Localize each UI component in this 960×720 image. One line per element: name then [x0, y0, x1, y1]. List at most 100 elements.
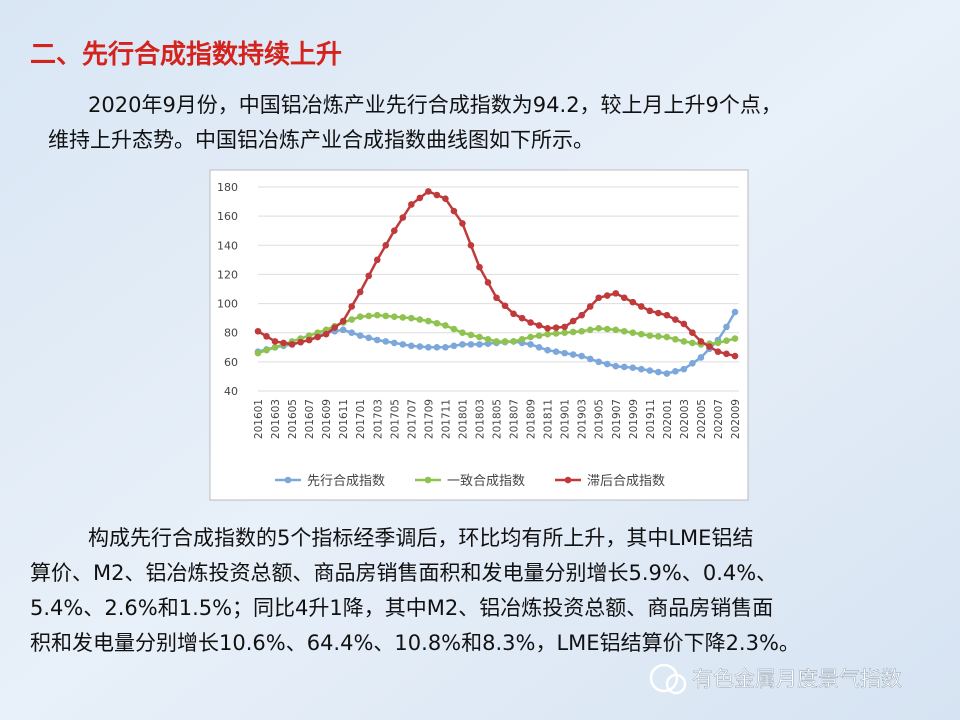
data-point	[484, 335, 492, 343]
data-point	[459, 329, 466, 337]
x-tick-label: 201707	[406, 399, 418, 439]
x-tick-label: 201607	[304, 399, 316, 439]
data-point	[390, 227, 398, 235]
data-point	[399, 314, 407, 321]
x-tick-label: 201711	[440, 399, 452, 439]
data-point	[450, 325, 458, 333]
x-tick-label: 201907	[611, 399, 623, 439]
legend-label: 滞后合成指数	[587, 474, 665, 489]
watermark: 有色金属月度景气指数	[649, 663, 902, 695]
data-point	[672, 368, 679, 375]
data-point	[578, 352, 585, 360]
data-point	[280, 339, 287, 347]
data-point	[339, 326, 347, 334]
data-point	[535, 343, 543, 351]
y-tick-label: 60	[224, 356, 238, 369]
data-point	[603, 292, 611, 299]
data-point	[544, 325, 551, 332]
data-point	[689, 360, 696, 367]
data-point	[399, 214, 407, 221]
data-point	[561, 323, 568, 331]
paragraph-line: 维持上升态势。中国铝冶炼产业合成指数曲线图如下所示。	[48, 128, 594, 152]
data-point	[348, 316, 355, 323]
data-point	[348, 303, 355, 310]
data-point	[493, 338, 500, 345]
x-tick-label: 201603	[270, 399, 282, 439]
x-tick-label: 201801	[457, 399, 469, 439]
data-point	[373, 311, 381, 319]
data-point	[433, 319, 441, 327]
data-point	[655, 333, 662, 340]
data-point	[561, 349, 568, 357]
data-point	[305, 336, 313, 344]
data-point	[646, 367, 654, 374]
data-point	[356, 332, 364, 339]
watermark-icon	[649, 663, 679, 693]
data-point	[552, 324, 560, 331]
data-point	[254, 349, 262, 357]
data-point	[467, 241, 475, 249]
data-point	[697, 354, 705, 361]
data-point	[416, 194, 424, 202]
data-point	[365, 334, 373, 342]
x-tick-label: 202003	[679, 399, 691, 439]
x-tick-label: 201803	[474, 399, 486, 439]
data-point	[467, 331, 475, 339]
data-point	[408, 314, 415, 322]
x-tick-label: 201703	[372, 399, 384, 439]
data-point	[382, 312, 390, 320]
paragraph-line: 构成先行合成指数的5个指标经季调后，环比均有所上升，其中LME铝结	[88, 526, 753, 550]
data-point	[569, 328, 577, 336]
data-point	[646, 307, 654, 315]
data-point	[399, 341, 407, 348]
data-point	[655, 368, 662, 376]
data-point	[638, 365, 645, 373]
data-point	[476, 333, 483, 341]
x-tick-label: 201601	[253, 399, 265, 439]
data-point	[663, 311, 671, 319]
data-point	[442, 343, 449, 351]
data-point	[629, 298, 637, 306]
legend-label: 一致合成指数	[447, 474, 525, 489]
data-point	[689, 339, 696, 347]
data-point	[663, 333, 671, 341]
data-point	[356, 288, 364, 296]
data-point	[578, 327, 585, 335]
data-point	[450, 342, 458, 350]
x-tick-label: 201705	[389, 399, 401, 439]
watermark-text: 有色金属月度景气指数	[692, 667, 902, 691]
x-tick-label: 202007	[713, 399, 725, 439]
data-point	[322, 330, 330, 338]
data-point	[723, 323, 730, 331]
x-tick-label: 201805	[492, 399, 504, 439]
data-point	[612, 290, 620, 297]
data-point	[373, 336, 381, 344]
data-point	[271, 338, 279, 345]
data-point	[680, 365, 688, 373]
data-point	[510, 338, 517, 345]
data-point	[578, 311, 585, 319]
data-point	[425, 343, 432, 351]
data-point	[723, 337, 730, 345]
data-point	[459, 220, 466, 227]
y-tick-label: 120	[217, 268, 238, 281]
y-tick-label: 160	[217, 210, 238, 223]
data-point	[442, 322, 449, 329]
data-point	[714, 348, 722, 355]
data-point	[552, 330, 560, 337]
y-tick-label: 40	[224, 385, 238, 398]
data-point	[638, 303, 645, 310]
data-point	[620, 363, 628, 371]
data-point	[689, 329, 696, 337]
data-point	[493, 294, 500, 302]
legend-swatch	[284, 476, 292, 484]
data-point	[433, 343, 441, 351]
data-point	[620, 327, 628, 335]
data-point	[595, 358, 603, 366]
data-point	[723, 350, 730, 358]
data-point	[714, 339, 722, 347]
data-point	[373, 256, 381, 264]
legend-swatch	[564, 476, 572, 484]
heading: 二、先行合成指数持续上升	[30, 39, 342, 70]
